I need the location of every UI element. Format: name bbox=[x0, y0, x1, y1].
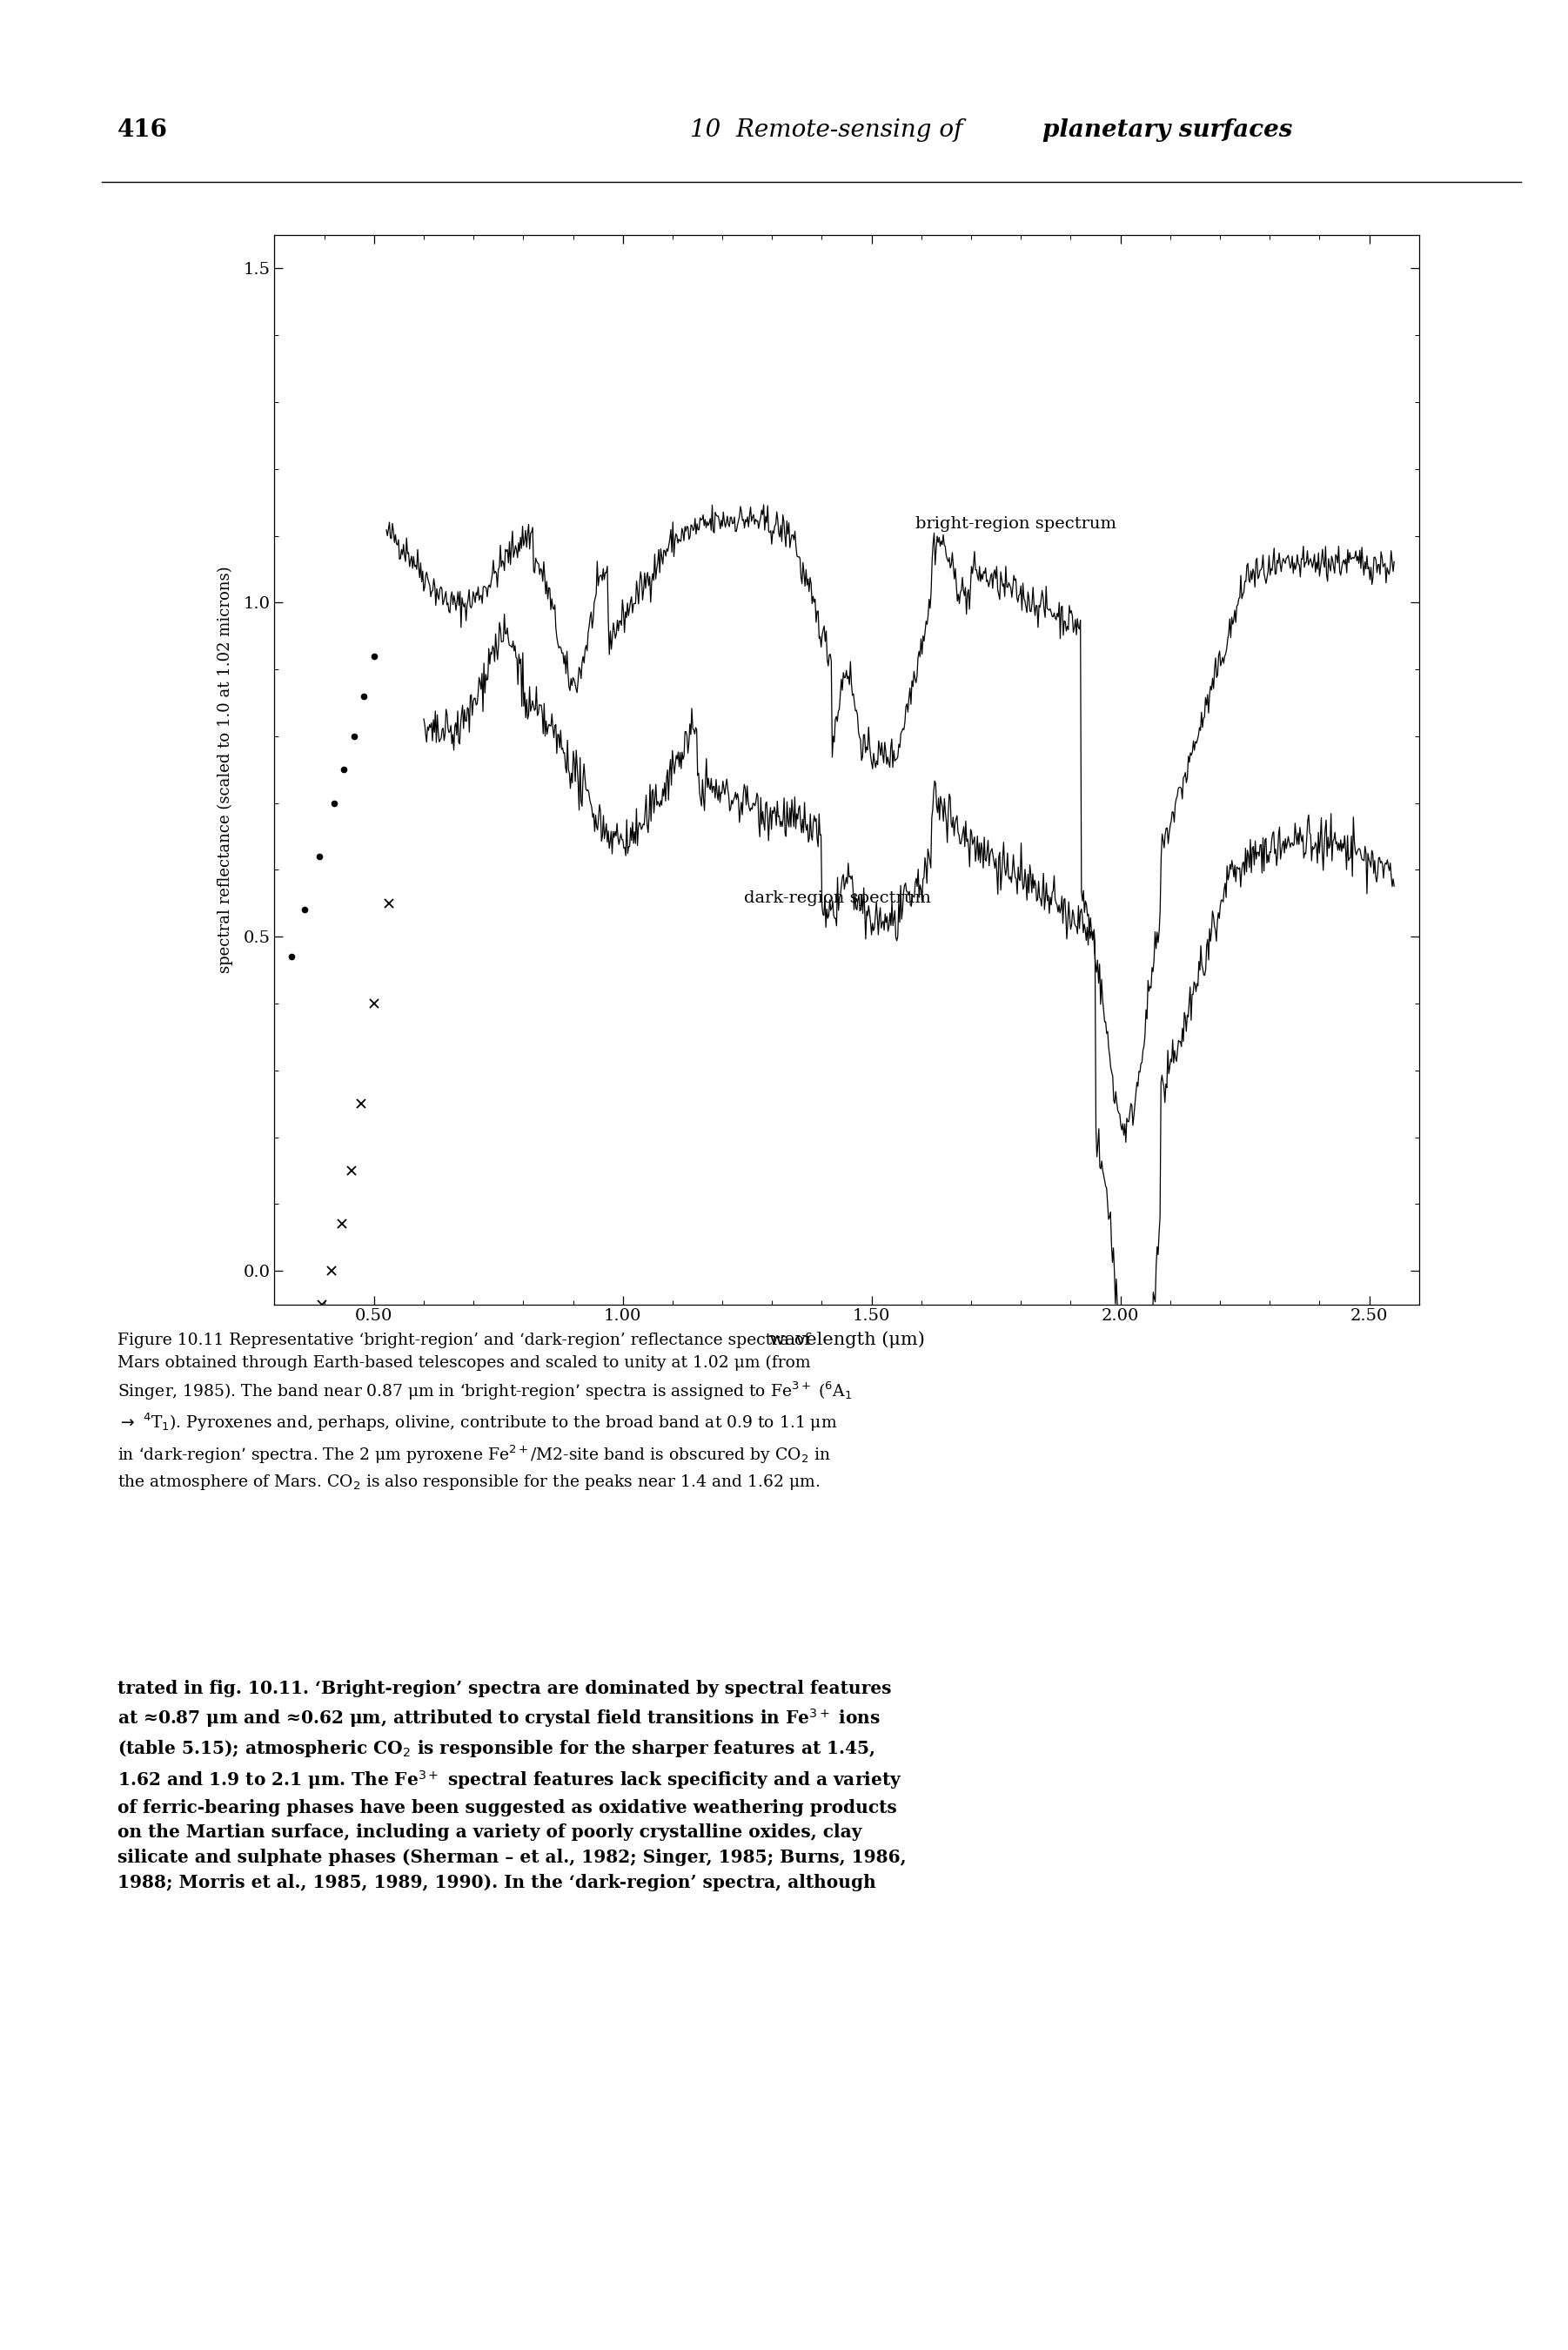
Text: 416: 416 bbox=[118, 118, 168, 141]
Text: trated in fig. 10.11. ‘Bright-region’ spectra are dominated by spectral features: trated in fig. 10.11. ‘Bright-region’ sp… bbox=[118, 1680, 906, 1892]
X-axis label: wavelength (μm): wavelength (μm) bbox=[768, 1332, 925, 1349]
Text: 10  Remote-sensing of: 10 Remote-sensing of bbox=[690, 118, 971, 141]
Y-axis label: spectral reflectance (scaled to 1.0 at 1.02 microns): spectral reflectance (scaled to 1.0 at 1… bbox=[218, 566, 234, 973]
Text: bright-region spectrum: bright-region spectrum bbox=[916, 517, 1116, 531]
Text: planetary surfaces: planetary surfaces bbox=[1043, 118, 1292, 141]
Text: dark-region spectrum: dark-region spectrum bbox=[743, 891, 931, 905]
Text: Figure 10.11 Representative ‘bright-region’ and ‘dark-region’ reflectance spectr: Figure 10.11 Representative ‘bright-regi… bbox=[118, 1332, 853, 1492]
